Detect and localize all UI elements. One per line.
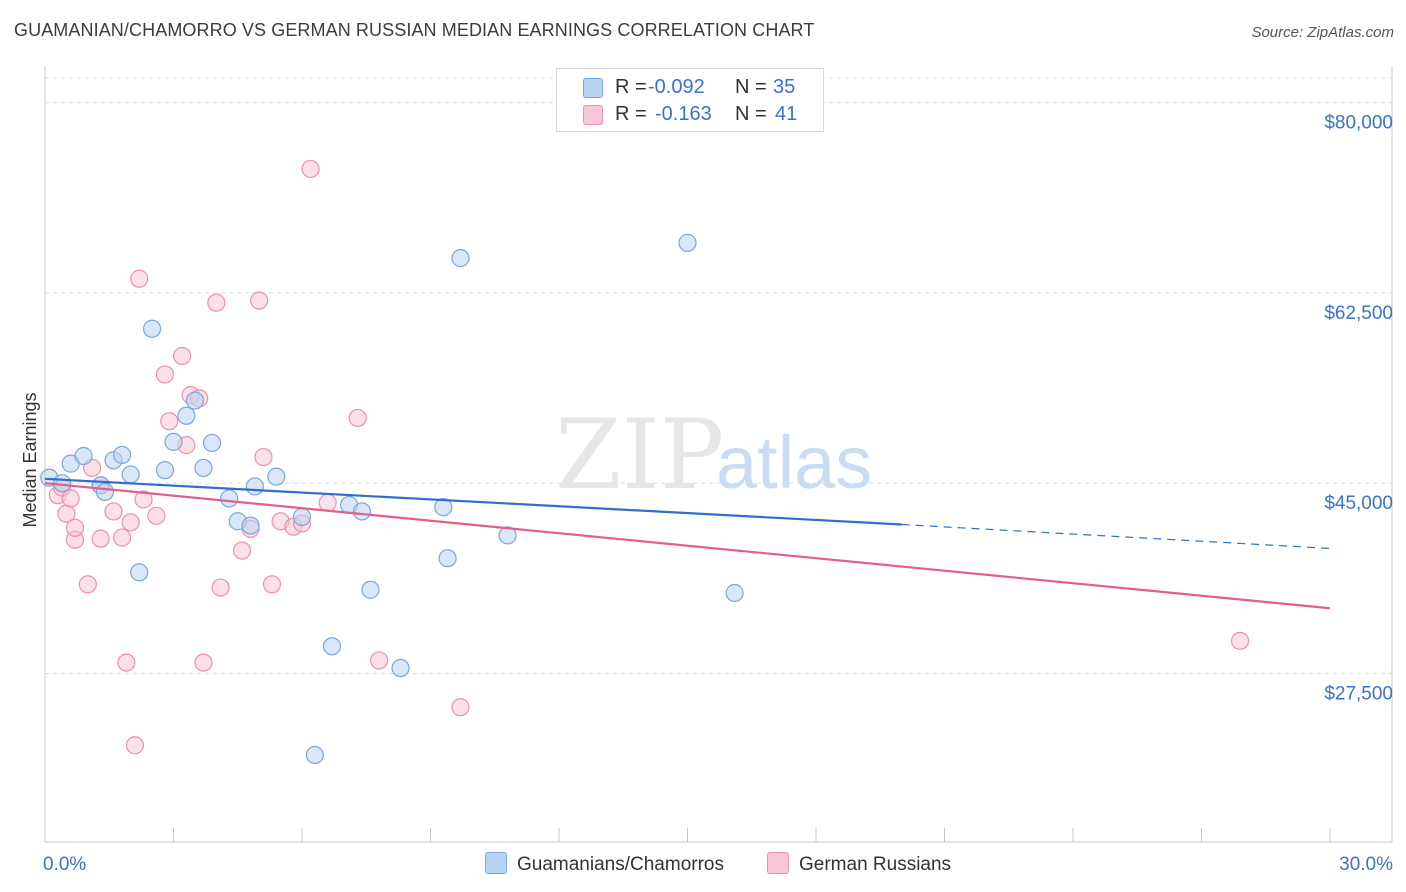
guamanian-point [245, 477, 264, 496]
german-russian-point [134, 490, 153, 509]
watermark-atlas: atlas [716, 421, 872, 504]
german-russian-point [160, 412, 179, 431]
german-russian-point [232, 541, 252, 560]
bottom-legend-label: Guamanians/Chamorros [517, 854, 724, 875]
legend-r-value: -0.163 [655, 103, 712, 125]
chart-title: GUAMANIAN/CHAMORRO VS GERMAN RUSSIAN MED… [14, 20, 815, 40]
guamanian-point [434, 498, 453, 517]
axis-labels: $27,500 $45,000 $62,500 $80,000 0.0% 30.0% [43, 113, 1393, 875]
guamanian-point [352, 502, 372, 521]
bottom-legend-german-russians: German Russians [767, 852, 951, 876]
correlation-legend: R = -0.092 N = 35 R = -0.163 N = 41 [556, 68, 824, 132]
german-russian-point [172, 346, 192, 366]
guamanian-point [322, 637, 342, 656]
german-russian-point [194, 653, 213, 672]
guamanian-point [391, 658, 410, 678]
bottom-legend-swatch-blue [485, 852, 507, 874]
guamanians-points [40, 233, 744, 765]
y-tick-label: $80,000 [1324, 113, 1393, 134]
x-tick-label: 30.0% [1339, 854, 1393, 875]
guamanian-point [142, 319, 162, 338]
guamanian-point [438, 549, 457, 568]
bottom-legend-guamanians: Guamanians/Chamorros [485, 852, 724, 876]
german-russian-trend-line [44, 482, 1331, 610]
german-russian-point [211, 578, 230, 597]
guamanian-point [194, 458, 213, 478]
legend-n-label: N = [735, 103, 767, 125]
german-russian-point [117, 653, 136, 672]
watermark-zip: ZIP [555, 399, 724, 511]
y-axis-title: Median Earnings [20, 392, 40, 527]
bottom-legend-swatch-pink [767, 852, 789, 874]
guamanian-point [130, 563, 149, 582]
german-russian-point [250, 291, 269, 310]
german-russian-point [130, 269, 149, 288]
legend-n-label: N = [735, 76, 767, 98]
legend-r-label: R = [615, 103, 647, 125]
legend-swatch-pink [583, 105, 603, 125]
guamanian-point [74, 446, 93, 466]
german-russian-point [78, 575, 97, 594]
guamanian-point [678, 233, 697, 252]
y-tick-label: $45,000 [1324, 493, 1393, 514]
legend-r-value: -0.092 [648, 76, 705, 98]
german-russian-point [61, 489, 80, 508]
axis-layer [44, 66, 1393, 843]
guamanian-point [177, 406, 196, 425]
german-russian-point [1230, 631, 1250, 650]
german-russian-point [301, 159, 320, 179]
guamanian-trend-line [44, 477, 902, 526]
guamanian-point [267, 467, 286, 486]
guamanian-point [121, 465, 140, 484]
german-russian-point [318, 493, 337, 512]
german-russian-point [207, 293, 226, 312]
guamanian-point [220, 489, 239, 508]
german-russians-points [48, 159, 1250, 755]
grid-layer [45, 77, 1392, 674]
guamanian-point [95, 482, 115, 501]
german-russian-point [262, 575, 282, 594]
legend-swatch-blue [583, 78, 603, 98]
guamanian-point [498, 526, 517, 545]
german-russian-point [91, 529, 110, 548]
trend-lines [44, 477, 1331, 610]
x-tick-label: 0.0% [43, 854, 86, 875]
guamanian-point [292, 507, 312, 526]
guamanian-point [155, 461, 175, 480]
guamanian-point [185, 391, 205, 410]
german-russian-point [348, 408, 367, 428]
guamanian-point [725, 583, 744, 603]
y-tick-label: $27,500 [1324, 683, 1393, 704]
german-russian-point [125, 736, 145, 755]
german-russian-point [65, 518, 85, 537]
german-russian-point [155, 365, 175, 384]
guamanian-point [241, 516, 260, 535]
german-russian-point [451, 698, 470, 717]
legend-n-value: 35 [773, 76, 796, 98]
guamanian-point [202, 433, 222, 453]
legend-r-label: R = [615, 76, 647, 98]
legend-n-value: 41 [775, 103, 798, 125]
german-russian-point [147, 506, 166, 525]
source-label: Source: ZipAtlas.com [1251, 24, 1394, 41]
german-russian-point [104, 502, 123, 521]
guamanian-point [164, 432, 183, 451]
german-russian-point [121, 513, 140, 532]
german-russian-point [370, 651, 389, 670]
guamanian-trend-extension [901, 523, 1331, 550]
guamanian-point [112, 445, 132, 465]
guamanian-point [305, 745, 324, 765]
guamanian-point [451, 249, 470, 268]
guamanian-point [361, 580, 380, 599]
bottom-legend-label: German Russians [799, 854, 952, 875]
german-russian-point [254, 447, 273, 467]
german-russian-point [112, 528, 132, 547]
y-tick-label: $62,500 [1324, 303, 1393, 324]
